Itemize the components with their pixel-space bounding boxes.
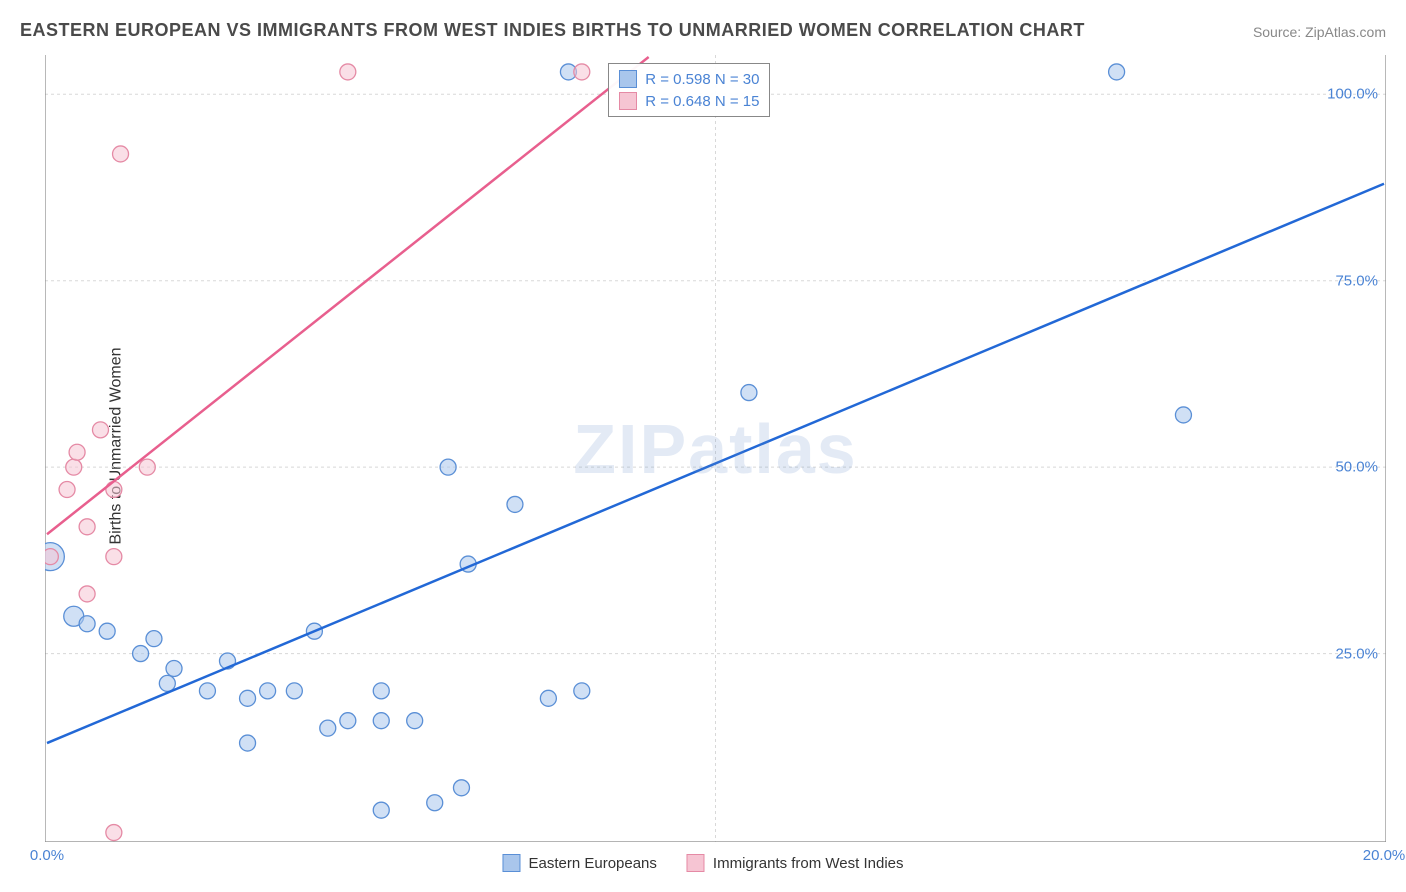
scatter-point (69, 444, 85, 460)
scatter-point (159, 675, 175, 691)
scatter-point (66, 459, 82, 475)
scatter-point (373, 683, 389, 699)
legend-swatch (502, 854, 520, 872)
scatter-point (320, 720, 336, 736)
scatter-point (286, 683, 302, 699)
scatter-plot (45, 55, 1386, 842)
scatter-point (79, 519, 95, 535)
legend-swatch (687, 854, 705, 872)
scatter-point (340, 713, 356, 729)
legend-item: Immigrants from West Indies (687, 854, 904, 872)
scatter-point (427, 795, 443, 811)
scatter-point (240, 735, 256, 751)
y-tick-label: 75.0% (1335, 272, 1378, 289)
scatter-point (260, 683, 276, 699)
y-tick-label: 25.0% (1335, 645, 1378, 662)
scatter-point (1175, 407, 1191, 423)
legend-item: Eastern Europeans (502, 854, 656, 872)
stat-text: R = 0.598 N = 30 (645, 71, 759, 88)
scatter-point (113, 146, 129, 162)
scatter-point (574, 683, 590, 699)
x-tick-label: 0.0% (30, 847, 64, 864)
chart-area: ZIPatlas R = 0.598 N = 30R = 0.648 N = 1… (45, 55, 1386, 842)
scatter-point (507, 496, 523, 512)
scatter-point (146, 631, 162, 647)
y-tick-label: 50.0% (1335, 459, 1378, 476)
scatter-point (79, 586, 95, 602)
scatter-point (106, 482, 122, 498)
source-label: Source: ZipAtlas.com (1253, 24, 1386, 40)
scatter-point (373, 802, 389, 818)
scatter-point (166, 660, 182, 676)
scatter-point (106, 825, 122, 841)
stat-swatch (619, 70, 637, 88)
scatter-point (79, 616, 95, 632)
scatter-point (574, 64, 590, 80)
stat-row: R = 0.598 N = 30 (619, 68, 759, 90)
scatter-point (440, 459, 456, 475)
x-tick-label: 20.0% (1363, 847, 1406, 864)
scatter-point (741, 385, 757, 401)
scatter-point (92, 422, 108, 438)
legend-label: Eastern Europeans (528, 855, 656, 872)
scatter-point (540, 690, 556, 706)
stat-swatch (619, 92, 637, 110)
scatter-point (106, 549, 122, 565)
scatter-point (453, 780, 469, 796)
y-tick-label: 100.0% (1327, 86, 1378, 103)
scatter-point (373, 713, 389, 729)
scatter-point (340, 64, 356, 80)
stat-text: R = 0.648 N = 15 (645, 93, 759, 110)
scatter-point (133, 646, 149, 662)
scatter-point (407, 713, 423, 729)
bottom-legend: Eastern Europeans Immigrants from West In… (502, 854, 903, 872)
scatter-point (59, 482, 75, 498)
scatter-point (199, 683, 215, 699)
scatter-point (45, 549, 58, 565)
scatter-point (1109, 64, 1125, 80)
scatter-point (139, 459, 155, 475)
stat-row: R = 0.648 N = 15 (619, 90, 759, 112)
stats-legend-box: R = 0.598 N = 30 R = 0.648 N = 15 (608, 63, 770, 117)
scatter-point (99, 623, 115, 639)
trend-line (47, 57, 649, 534)
scatter-point (240, 690, 256, 706)
legend-label: Immigrants from West Indies (713, 855, 904, 872)
chart-title: EASTERN EUROPEAN VS IMMIGRANTS FROM WEST… (20, 20, 1085, 41)
